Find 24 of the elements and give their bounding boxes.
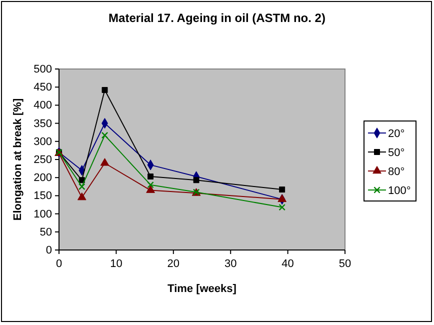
y-tick-label: 50 — [40, 226, 52, 238]
y-tick-label: 350 — [34, 118, 52, 130]
legend-label: 100° — [388, 185, 411, 197]
x-tick-label: 10 — [110, 258, 122, 270]
x-tick-label: 40 — [282, 258, 294, 270]
legend-label: 80° — [388, 166, 405, 178]
y-tick-label: 450 — [34, 82, 52, 94]
legend-label: 20° — [388, 128, 405, 140]
x-tick-label: 20 — [167, 258, 180, 270]
x-tick-label: 50 — [338, 258, 352, 270]
x-axis-title: Time [weeks] — [168, 283, 237, 295]
y-tick-label: 250 — [34, 154, 52, 166]
y-tick-label: 400 — [34, 100, 52, 112]
y-tick-label: 150 — [34, 190, 52, 202]
y-tick-label: 300 — [34, 136, 52, 148]
chart-title: Material 17. Ageing in oil (ASTM no. 2) — [108, 11, 326, 25]
x-tick-label: 0 — [56, 258, 62, 270]
y-tick-label: 200 — [34, 172, 52, 184]
y-axis-title: Elongation at break [%] — [12, 98, 24, 221]
legend-label: 50° — [388, 147, 405, 159]
x-tick-label: 30 — [224, 258, 237, 270]
y-tick-label: 0 — [46, 244, 52, 257]
y-tick-label: 500 — [34, 64, 52, 76]
y-tick-label: 100 — [34, 208, 52, 220]
